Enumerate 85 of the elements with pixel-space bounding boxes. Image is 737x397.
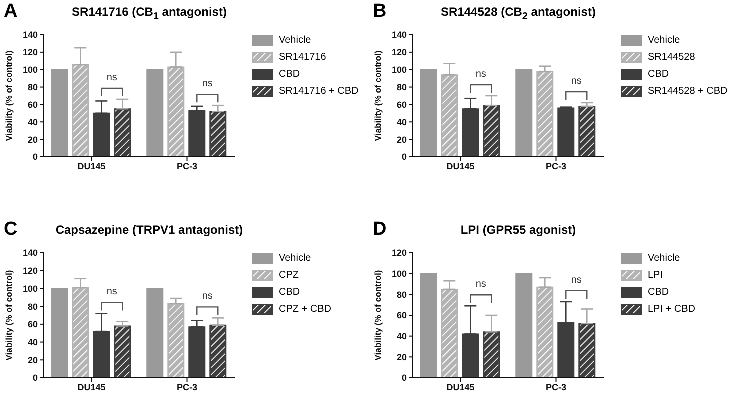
bar bbox=[146, 69, 164, 157]
y-tick-label: 40 bbox=[28, 337, 38, 348]
y-tick-label: 100 bbox=[22, 65, 38, 76]
y-tick-label: 0 bbox=[402, 373, 407, 384]
annotation: ns bbox=[202, 291, 213, 302]
legend-label: Vehicle bbox=[648, 35, 680, 46]
bar bbox=[51, 288, 68, 378]
y-tick-label: 0 bbox=[32, 373, 38, 384]
y-tick-label: 100 bbox=[392, 269, 407, 280]
legend-label: SR144528 bbox=[648, 52, 696, 63]
y-tick-label: 0 bbox=[32, 152, 38, 162]
y-tick-label: 40 bbox=[396, 117, 407, 128]
y-tick-label: 80 bbox=[28, 82, 38, 92]
x-tick-label: DU145 bbox=[446, 382, 475, 392]
legend-label: Vehicle bbox=[279, 253, 312, 264]
x-tick-label: DU145 bbox=[78, 161, 106, 172]
text: A bbox=[4, 1, 18, 23]
annotation: ns bbox=[476, 279, 486, 290]
x-tick-label: DU145 bbox=[78, 382, 106, 392]
y-tick-label: 20 bbox=[396, 352, 407, 362]
y-tick-label: 60 bbox=[396, 310, 407, 321]
x-tick-label: PC-3 bbox=[546, 382, 567, 392]
text: C bbox=[4, 219, 18, 241]
y-tick-label: 140 bbox=[22, 248, 38, 258]
y-tick-label: 60 bbox=[396, 100, 407, 110]
legend-label: SR141716 + CBD bbox=[279, 86, 359, 97]
y-tick-label: 120 bbox=[392, 48, 407, 58]
x-tick-label: DU145 bbox=[446, 161, 475, 172]
annotation: ns bbox=[476, 69, 486, 80]
y-tick-label: 20 bbox=[28, 134, 38, 145]
y-tick-label: 60 bbox=[28, 320, 38, 330]
y-tick-label: 20 bbox=[28, 355, 38, 366]
legend-label: CBD bbox=[648, 69, 670, 80]
y-axis-title: Viability (% of control) bbox=[373, 50, 383, 142]
y-tick-label: 120 bbox=[392, 248, 407, 258]
y-axis-title: Viability (% of control) bbox=[4, 50, 14, 142]
legend-label: Vehicle bbox=[279, 35, 312, 46]
annotation: ns bbox=[571, 76, 582, 87]
bar bbox=[51, 69, 68, 157]
annotation: ns bbox=[202, 78, 213, 90]
text: D bbox=[373, 219, 387, 241]
y-tick-label: 80 bbox=[396, 82, 407, 92]
y-tick-label: 40 bbox=[396, 332, 407, 342]
annotation: ns bbox=[106, 72, 118, 84]
chart-title: SR141716 (CB$_{1}$ antagonist) bbox=[71, 5, 228, 22]
bar bbox=[420, 273, 438, 378]
legend-label: SR144528 + CBD bbox=[648, 86, 728, 97]
chart-title: LPI (GPR55 agonist) bbox=[460, 223, 578, 237]
legend-label: CPZ bbox=[279, 270, 299, 281]
bar bbox=[188, 110, 206, 157]
y-tick-label: 140 bbox=[392, 30, 407, 40]
y-tick-label: 80 bbox=[396, 290, 407, 300]
legend-label: CBD bbox=[648, 287, 670, 298]
bar bbox=[516, 273, 533, 378]
x-tick-label: PC-3 bbox=[176, 382, 198, 392]
y-tick-label: 60 bbox=[28, 100, 38, 110]
y-tick-label: 80 bbox=[28, 302, 38, 312]
y-tick-label: 120 bbox=[22, 266, 38, 276]
text: B bbox=[373, 1, 387, 23]
legend-label: SR141716 bbox=[279, 52, 326, 63]
legend-label: LPI + CBD bbox=[648, 304, 696, 315]
y-tick-label: 120 bbox=[22, 48, 38, 58]
chart-title: Capsazepine (TRPV1 antagonist) bbox=[54, 223, 244, 237]
bar bbox=[146, 288, 164, 378]
y-tick-label: 0 bbox=[402, 152, 407, 162]
bar bbox=[516, 69, 533, 157]
legend-label: LPI bbox=[648, 270, 664, 281]
annotation: ns bbox=[106, 286, 118, 298]
y-axis-title: Viability (% of control) bbox=[373, 270, 383, 361]
y-axis-title: Viability (% of control) bbox=[4, 270, 14, 361]
legend-label: Vehicle bbox=[648, 253, 680, 264]
legend-label: CPZ + CBD bbox=[279, 304, 332, 315]
y-tick-label: 100 bbox=[392, 65, 407, 76]
legend-label: CBD bbox=[279, 69, 300, 80]
y-tick-label: 40 bbox=[28, 117, 38, 128]
x-tick-label: PC-3 bbox=[546, 161, 567, 172]
legend-label: CBD bbox=[279, 287, 300, 298]
y-tick-label: 140 bbox=[22, 30, 38, 40]
x-tick-label: PC-3 bbox=[176, 161, 198, 172]
y-tick-label: 100 bbox=[22, 284, 38, 294]
chart-title: SR144528 (CB$_{2}$ antagonist) bbox=[440, 5, 597, 22]
annotation: ns bbox=[571, 274, 582, 286]
bar bbox=[558, 108, 575, 157]
y-tick-label: 20 bbox=[396, 134, 407, 145]
bar bbox=[420, 69, 438, 157]
